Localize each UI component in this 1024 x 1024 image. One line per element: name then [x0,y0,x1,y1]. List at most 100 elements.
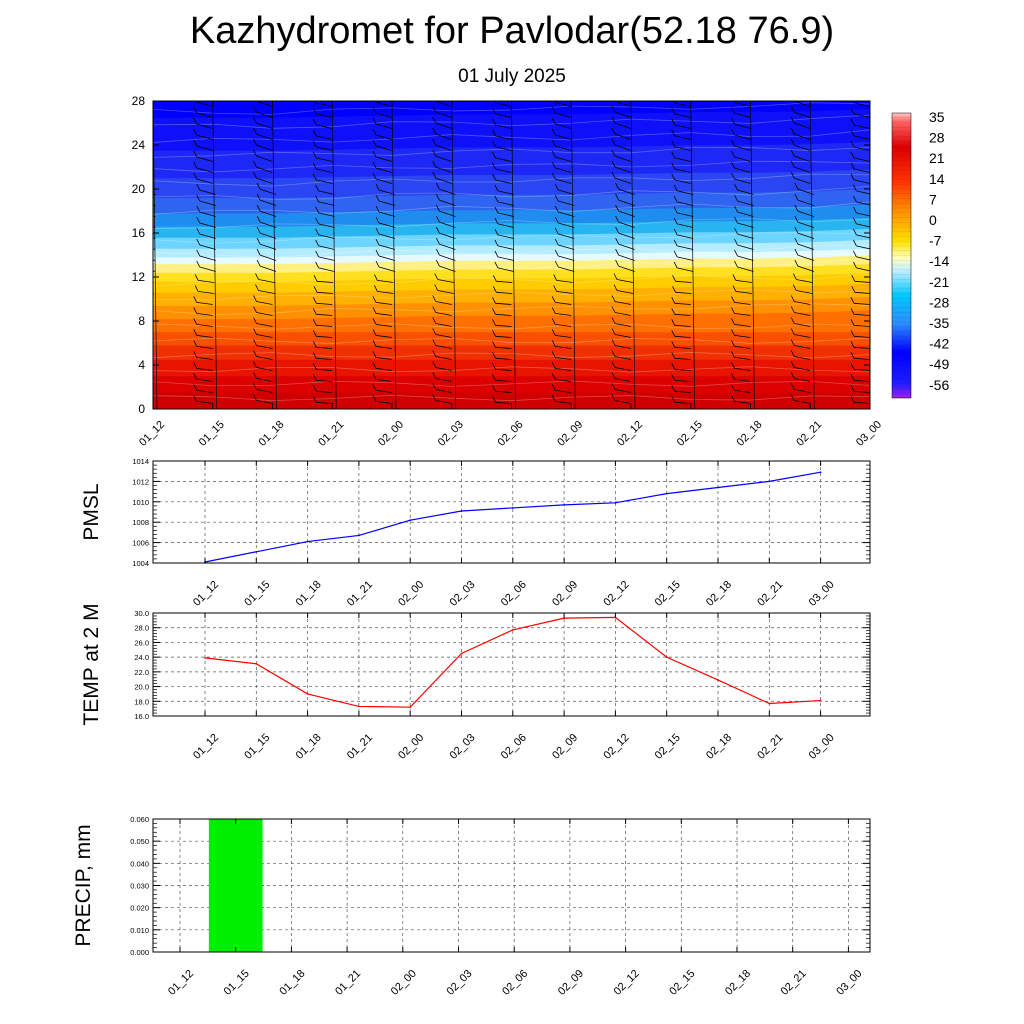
wind-barb-flag [432,383,437,390]
wind-barb [555,379,572,382]
wind-barb-flag [256,204,261,212]
wind-barb-flag [193,395,198,402]
wind-barb [674,168,691,173]
wind-barb [153,128,154,129]
wind-barb [555,335,572,338]
wind-barb [378,266,396,272]
wind-barb-flag [731,373,735,380]
wind-barb-flag [494,184,499,192]
wind-barb [435,367,452,371]
wind-barb-flag [256,259,261,267]
wind-barb [853,157,870,162]
wind-barb [316,146,333,151]
wind-barb [256,389,273,393]
wind-barb-flag [551,139,556,147]
wind-barb-flag [551,373,556,380]
wind-barb-flag [312,396,317,403]
wind-barb-flag [193,362,198,369]
wind-barb-flag [372,329,377,336]
wind-barb-flag [851,286,856,293]
wind-barb [794,166,811,173]
heatmap-x-tick-label: 01_21 [316,419,346,449]
wind-barb-flag [790,138,795,146]
y-tick-label: 18.0 [134,697,149,706]
x-tick-label: 02_21 [755,732,785,762]
wind-barb [256,378,273,382]
wind-barb-flag [193,139,198,147]
wind-barb-flag [253,328,257,335]
wind-barb [853,324,870,327]
wind-barb-flag [372,340,377,347]
wind-barb-flag [432,149,437,157]
wind-barb-flag [853,239,857,247]
wind-barb [316,313,333,316]
wind-barb [375,324,393,327]
x-tick-label: 01_18 [294,732,324,762]
wind-barb-flag [312,352,317,359]
wind-barb-flag [734,194,738,202]
series-point [409,706,412,709]
wind-barb [555,302,572,305]
wind-barb-flag [731,161,735,169]
x-tick-label: 02_12 [601,732,631,762]
wind-barb [614,301,632,305]
wind-barb-flag [673,206,678,214]
wind-barb-flag [492,118,496,126]
pmsl-panel: 1004 1006 1008 1010 1012 1014 01_12 01_15 01_18 0… [80,457,871,609]
wind-barb-flag [494,228,499,236]
wind-barb [199,266,216,272]
wind-barb-flag [790,394,795,401]
x-tick-label: 01_18 [277,968,307,998]
wind-barb [196,156,213,162]
wind-barb [674,401,691,404]
wind-barb-flag [611,350,616,357]
wind-barb-flag [615,182,619,190]
wind-barb-flag [432,372,437,379]
isotherm-line [153,289,870,301]
wind-barb [558,233,575,239]
wind-barb-flag [432,160,437,168]
wind-barb [256,301,273,305]
wind-barb [375,134,393,140]
chart-subtitle: 01 July 2025 [458,66,566,87]
wind-barb-flag [193,150,198,158]
wind-barb-flag [494,101,496,104]
wind-barb-flag [256,237,261,245]
y-tick-label: 1012 [132,477,149,486]
wind-barb [378,222,396,228]
wind-barb-staff [272,101,277,409]
wind-barb [734,145,751,151]
series-point [204,656,206,659]
wind-barb [198,280,215,283]
wind-barb [737,211,754,217]
series-point [511,507,514,509]
wind-barb [555,123,572,129]
wind-barb-flag [135,286,138,292]
wind-barb [259,243,277,250]
wind-barb [794,389,811,393]
wind-barb [734,335,751,338]
wind-barb [794,111,811,118]
wind-barb-flag [554,194,559,202]
wind-barb-flag [671,374,676,381]
wind-barb-flag [134,163,137,169]
wind-barb-flag [375,249,380,257]
colorbar-label: -14 [929,253,949,269]
colorbar-label: 28 [929,130,945,146]
wind-barb [375,357,393,360]
wind-barb-flag [672,275,676,282]
wind-barb-staff [212,101,218,409]
series-point [511,629,514,631]
wind-barb [439,265,456,272]
wind-barb [555,156,572,162]
wind-barb [435,177,452,184]
wind-barb [256,122,273,129]
series-point [665,656,668,659]
wind-barb [317,291,334,294]
wind-barb-flag [850,162,855,170]
wind-barb [153,392,154,393]
wind-barb-flag [435,226,440,234]
wind-barb-flag [253,295,257,302]
precip-bar [208,819,263,952]
wind-barb [616,279,634,283]
